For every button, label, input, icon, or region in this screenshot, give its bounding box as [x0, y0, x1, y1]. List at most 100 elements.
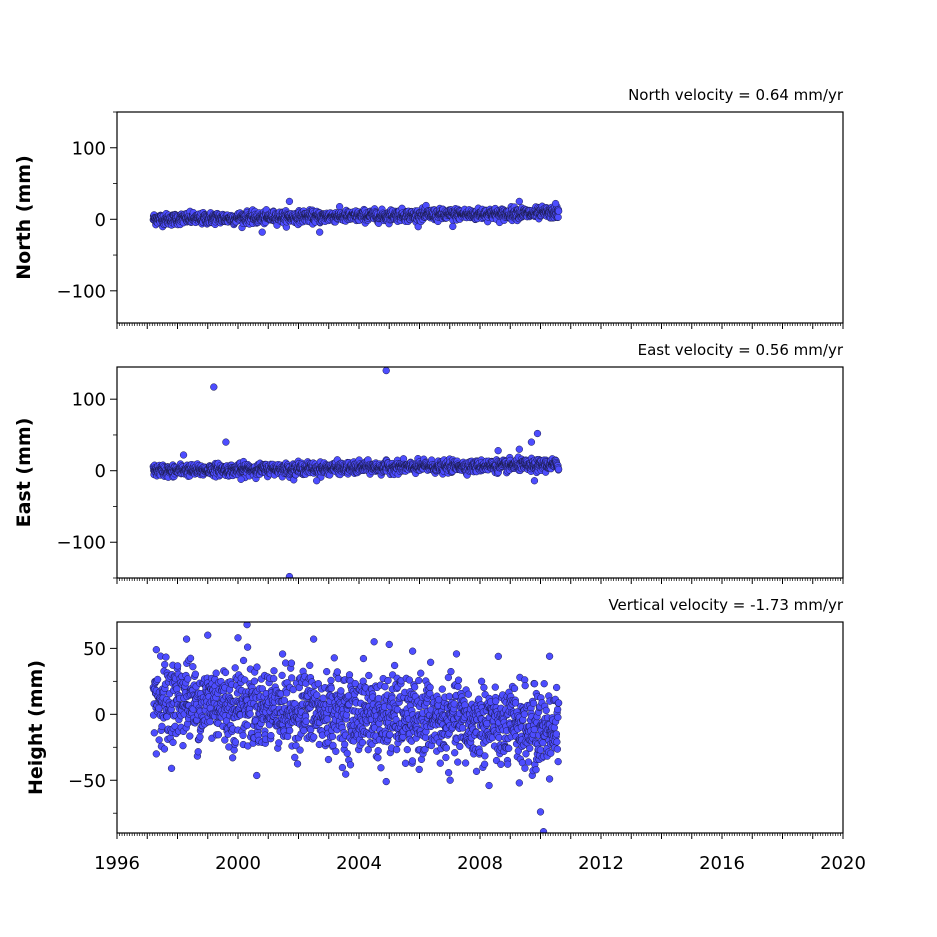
data-point — [167, 764, 176, 773]
data-point — [335, 202, 344, 211]
data-point — [343, 749, 351, 757]
data-point — [313, 691, 321, 699]
data-point — [323, 715, 331, 723]
data-point — [444, 769, 453, 777]
data-point — [239, 731, 247, 739]
data-point — [442, 744, 451, 752]
data-point — [231, 664, 239, 672]
outlier-point — [551, 199, 560, 208]
data-point — [155, 704, 163, 712]
data-point — [155, 736, 163, 744]
data-point — [426, 658, 435, 666]
outlier-point — [382, 367, 390, 375]
data-point — [184, 675, 192, 683]
data-point — [239, 656, 248, 665]
data-point — [243, 721, 252, 729]
data-points — [149, 367, 563, 578]
outlier-point — [527, 438, 536, 446]
data-point — [411, 683, 419, 691]
data-point — [323, 667, 331, 676]
data-point — [302, 717, 310, 725]
y-tick-label: 100 — [72, 138, 106, 159]
data-point — [289, 686, 297, 694]
y-tick-label: −100 — [57, 281, 106, 302]
data-point — [384, 676, 392, 685]
data-point — [328, 732, 337, 741]
data-point — [153, 675, 162, 684]
data-point — [270, 674, 278, 683]
data-point — [186, 732, 194, 740]
data-point — [401, 759, 410, 767]
data-point — [191, 670, 200, 678]
outlier-point — [533, 429, 542, 438]
data-point — [342, 770, 350, 778]
data-point — [212, 669, 220, 677]
data-point — [173, 662, 182, 670]
data-point — [554, 213, 562, 221]
data-point — [275, 739, 283, 747]
data-point — [231, 738, 240, 746]
data-point — [162, 653, 170, 661]
data-point — [293, 760, 302, 768]
chart-title: North velocity = 0.64 mm/yr — [628, 86, 844, 104]
data-point — [333, 668, 341, 676]
data-point — [296, 746, 304, 754]
outlier-point — [285, 197, 294, 206]
data-point — [415, 676, 423, 685]
data-point — [306, 661, 314, 670]
data-point — [253, 663, 261, 671]
data-point — [445, 692, 454, 700]
data-point — [346, 761, 355, 769]
data-point — [253, 771, 261, 780]
data-point — [374, 747, 382, 755]
data-point — [300, 726, 308, 735]
data-point — [327, 684, 335, 692]
data-point — [161, 660, 169, 669]
outlier-point — [237, 475, 245, 483]
data-point — [287, 659, 296, 667]
data-point — [332, 747, 340, 756]
data-point — [250, 677, 259, 685]
data-point — [189, 663, 197, 671]
data-point — [186, 654, 195, 662]
data-point — [278, 650, 287, 658]
data-point — [381, 683, 389, 691]
data-point — [386, 730, 394, 739]
data-point — [442, 753, 450, 762]
data-point — [342, 711, 351, 719]
outlier-point — [316, 228, 324, 236]
data-point — [286, 726, 294, 735]
data-point — [338, 763, 347, 772]
outlier-point — [222, 438, 230, 446]
data-point — [426, 683, 434, 692]
data-point — [377, 764, 385, 772]
outlier-point — [313, 477, 321, 485]
data-point — [160, 745, 169, 753]
outlier-point — [285, 572, 294, 578]
data-point — [345, 671, 354, 679]
y-tick-label: 0 — [95, 210, 106, 231]
data-point — [438, 685, 446, 693]
y-axis-label: North (mm) — [13, 155, 35, 280]
y-tick-label: 0 — [95, 461, 106, 482]
data-point — [319, 694, 327, 702]
data-point — [390, 661, 399, 670]
data-point — [393, 746, 401, 754]
data-point — [415, 765, 423, 774]
data-point — [374, 754, 382, 762]
data-point — [408, 647, 417, 655]
data-point — [196, 733, 204, 741]
data-point — [229, 754, 237, 762]
data-point — [436, 759, 444, 767]
data-point — [359, 654, 368, 663]
data-point — [330, 654, 338, 662]
y-axis-label: East (mm) — [13, 418, 35, 528]
y-tick-label: −100 — [57, 533, 106, 554]
data-point — [375, 694, 383, 703]
data-point — [555, 465, 563, 473]
data-point — [270, 667, 278, 675]
data-point — [403, 745, 411, 754]
data-point — [329, 741, 337, 749]
data-point — [221, 668, 230, 677]
